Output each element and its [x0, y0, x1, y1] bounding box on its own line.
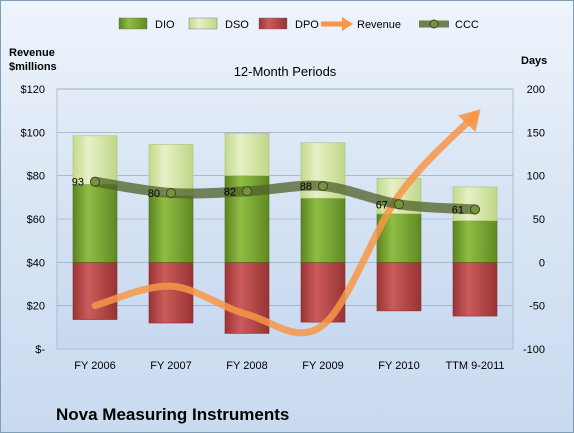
right-tick-label: 150 — [527, 127, 545, 139]
bar-dio — [148, 195, 194, 263]
ccc-data-label: 80 — [148, 188, 160, 200]
category-label: FY 2008 — [226, 360, 267, 372]
left-tick-label: $120 — [21, 84, 45, 96]
ccc-marker — [242, 186, 252, 197]
right-tick-label: 200 — [527, 84, 545, 96]
bar-dpo — [376, 262, 422, 312]
legend-arrow-revenue — [342, 17, 353, 31]
left-tick-label: $- — [35, 344, 45, 356]
company-name: Nova Measuring Instruments — [56, 405, 290, 424]
legend-marker-ccc — [429, 19, 439, 29]
category-label: FY 2007 — [150, 360, 191, 372]
bar-dso — [72, 135, 118, 185]
bar-dio — [72, 184, 118, 263]
legend-label-revenue: Revenue — [357, 19, 401, 31]
ccc-marker — [90, 176, 100, 187]
ccc-marker — [166, 188, 176, 198]
left-tick-label: $80 — [27, 171, 45, 183]
bar-dpo — [452, 262, 498, 317]
bar-dio — [452, 220, 498, 263]
left-tick-label: $40 — [27, 257, 45, 269]
category-label: TTM 9-2011 — [445, 360, 504, 372]
legend-label-dio: DIO — [155, 19, 175, 31]
legend-label-dpo: DPO — [295, 19, 319, 31]
right-tick-label: -100 — [523, 344, 545, 356]
ccc-data-label: 61 — [452, 204, 464, 216]
category-label: FY 2006 — [74, 360, 115, 372]
left-tick-label: $60 — [27, 214, 45, 226]
right-tick-label: 100 — [527, 171, 545, 183]
legend-swatch-dio — [118, 17, 148, 30]
ccc-marker — [318, 181, 328, 192]
ccc-marker — [394, 199, 404, 210]
legend-swatch-dpo — [258, 17, 288, 30]
left-tick-label: $20 — [27, 301, 45, 313]
bar-dso — [224, 132, 270, 176]
revenue-arrowhead — [458, 109, 481, 132]
left-tick-label: $100 — [21, 127, 45, 139]
category-label: FY 2009 — [302, 360, 343, 372]
bar-dio — [300, 197, 346, 263]
right-tick-label: 0 — [539, 257, 545, 269]
ccc-data-label: 67 — [376, 199, 388, 211]
right-tick-label: 50 — [533, 214, 545, 226]
legend-swatch-dso — [188, 17, 218, 30]
legend-label-dso: DSO — [225, 19, 249, 31]
ccc-data-label: 82 — [224, 186, 236, 198]
ccc-line — [90, 176, 480, 215]
legend-label-ccc: CCC — [455, 19, 479, 31]
revenue-line — [91, 111, 479, 337]
chart-title: 12-Month Periods — [234, 64, 337, 79]
right-tick-label: -50 — [529, 301, 545, 313]
left-axis-title-line1: Revenue — [9, 47, 55, 59]
right-axis-title: Days — [521, 55, 547, 67]
left-axis-title-line2: $millions — [9, 61, 57, 73]
ccc-data-label: 93 — [72, 177, 84, 189]
ccc-data-label: 88 — [300, 181, 312, 193]
category-label: FY 2010 — [378, 360, 419, 372]
ccc-marker — [470, 204, 480, 215]
bar-dpo — [72, 262, 118, 320]
